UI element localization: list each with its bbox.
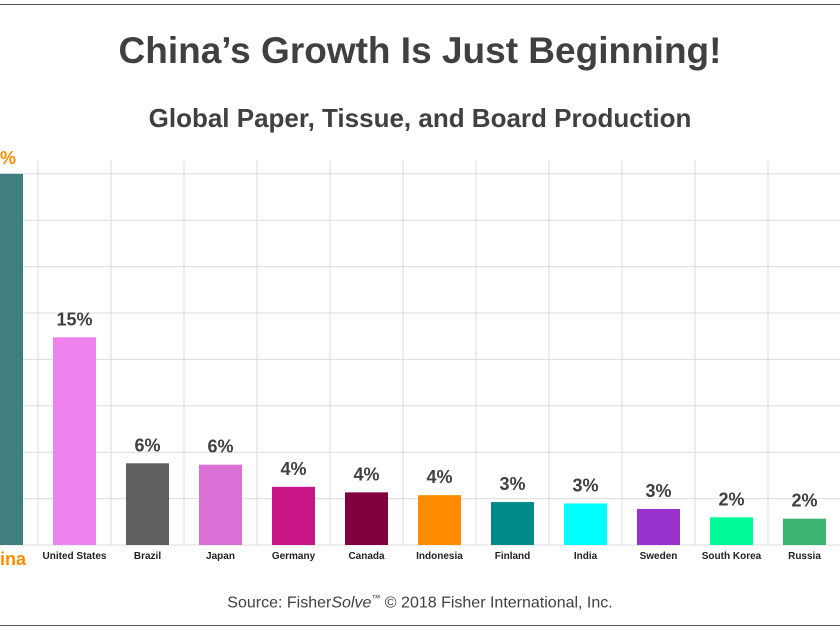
tick-label-united-states: United States	[43, 551, 107, 562]
data-labels: % 15% 6% 6% 4% 4% 4% 3% 3% 3% 2% 2%	[0, 148, 818, 511]
data-label-sweden: 3%	[645, 481, 671, 501]
bar-japan	[199, 464, 242, 545]
tick-label-south-korea: South Korea	[702, 551, 762, 562]
data-label-finland: 3%	[499, 474, 525, 494]
tick-label-russia: Russia	[788, 551, 821, 562]
chart-subtitle: Global Paper, Tissue, and Board Producti…	[148, 103, 692, 133]
bar-finland	[491, 502, 534, 545]
source-italic: Solve	[331, 594, 372, 612]
source-suffix: © 2018 Fisher International, Inc.	[380, 594, 613, 612]
tick-label-indonesia: Indonesia	[416, 551, 463, 562]
data-label-india: 3%	[572, 475, 598, 495]
bar-russia	[783, 518, 826, 545]
data-label-canada: 4%	[353, 464, 379, 484]
tick-label-brazil: Brazil	[134, 551, 161, 562]
trademark-symbol: ™	[371, 593, 381, 603]
data-label-brazil: 6%	[134, 435, 160, 455]
bar-canada	[345, 492, 388, 545]
category-tick-labels: ina United States Brazil Japan Germany Canada…	[0, 549, 821, 569]
bar-brazil	[126, 463, 169, 545]
chart-title: China’s Growth Is Just Beginning!	[118, 30, 722, 71]
source-prefix: Source: Fisher	[227, 594, 332, 612]
data-label-russia: 2%	[791, 491, 817, 511]
bar-china	[0, 173, 23, 545]
tick-label-china: ina	[0, 549, 27, 569]
bars	[0, 173, 826, 545]
data-label-china: %	[0, 148, 16, 168]
tick-label-sweden: Sweden	[640, 551, 678, 562]
tick-label-finland: Finland	[495, 551, 531, 562]
frame-bottom-border	[0, 625, 840, 626]
data-label-south-korea: 2%	[718, 489, 744, 509]
tick-label-japan: Japan	[206, 551, 235, 562]
frame-top-border	[0, 4, 840, 5]
tick-label-germany: Germany	[272, 551, 316, 562]
bar-united-states	[53, 337, 96, 545]
data-label-united-states: 15%	[56, 309, 92, 329]
data-label-indonesia: 4%	[426, 467, 452, 487]
tick-label-canada: Canada	[348, 551, 385, 562]
bar-india	[564, 503, 607, 545]
data-label-japan: 6%	[207, 437, 233, 457]
bar-indonesia	[418, 495, 461, 545]
bar-south-korea	[710, 517, 753, 545]
data-label-germany: 4%	[280, 459, 306, 479]
bar-germany	[272, 486, 315, 545]
source-note: Source: FisherSolve™ © 2018 Fisher Inter…	[0, 593, 840, 612]
bar-sweden	[637, 508, 680, 545]
tick-label-india: India	[574, 551, 598, 562]
